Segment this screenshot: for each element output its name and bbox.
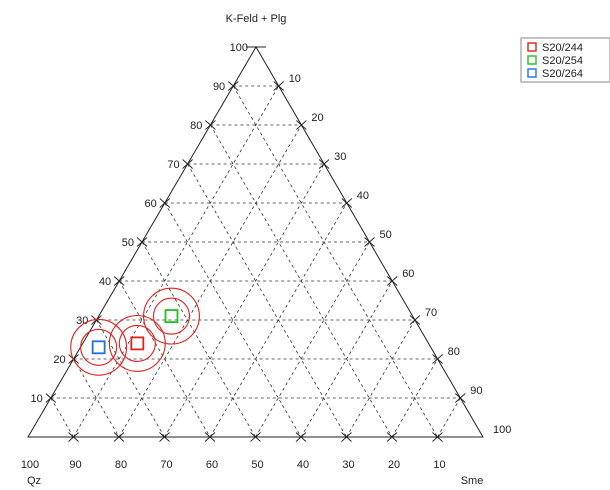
tick-mark — [432, 432, 443, 442]
uncertainty-circle — [80, 328, 118, 366]
right-edge-tick-label: 40 — [357, 190, 369, 202]
grid-line — [118, 280, 211, 438]
tick-mark — [159, 198, 171, 208]
tick-marks — [45, 46, 466, 442]
left-edge-tick-label: 20 — [53, 354, 65, 366]
grid-line — [300, 280, 393, 438]
grid-line — [164, 163, 325, 438]
legend-marker — [527, 55, 537, 65]
uncertainty-circle — [152, 297, 191, 335]
bottom-edge-tick-label: 80 — [115, 459, 127, 471]
apex-label-left: Qz — [27, 475, 41, 487]
tick-mark — [113, 276, 125, 286]
bottom-edge-tick-label: 90 — [69, 459, 81, 471]
right-edge-tick-label: 90 — [470, 385, 482, 397]
grid-line — [346, 319, 416, 438]
bottom-edge-tick-label: 10 — [433, 459, 445, 471]
tick-mark — [204, 432, 216, 442]
grid-line — [437, 397, 461, 438]
bottom-edge-tick-label: 30 — [342, 459, 354, 471]
bottom-edge-tick-label: 40 — [297, 459, 309, 471]
grid-line — [187, 163, 347, 438]
right-edge-tick-label: 50 — [380, 229, 392, 241]
grid-line — [232, 85, 438, 438]
left-edge-tick-label: 40 — [99, 276, 111, 288]
tick-mark — [159, 432, 170, 442]
bottom-edge-tick-label: 20 — [388, 459, 400, 471]
bottom-edge-tick-label: 50 — [251, 459, 263, 471]
left-edge-tick-label: 50 — [122, 237, 134, 249]
right-edge-tick-label: 60 — [402, 268, 414, 280]
tick-mark — [273, 81, 285, 91]
bottom-edge-tick-label: 100 — [21, 459, 39, 471]
right-edge-tick-label: 80 — [448, 346, 460, 358]
legend-marker — [527, 42, 537, 52]
tick-mark — [68, 432, 79, 442]
tick-mark — [454, 393, 466, 403]
tick-mark — [409, 315, 421, 325]
uncertainty-circle — [70, 318, 128, 376]
left-edge-tick-label: 100 — [230, 42, 248, 54]
legend-label: S20/254 — [542, 55, 583, 67]
bottom-edge-tick-label: 70 — [160, 459, 172, 471]
right-edge-tick-label: 10 — [289, 73, 301, 85]
tick-mark — [136, 237, 148, 247]
legend-label: S20/264 — [542, 68, 583, 80]
right-edge-tick-label: 100 — [493, 424, 511, 436]
tick-mark — [341, 198, 353, 208]
grid-line — [96, 319, 165, 438]
triangle-frame — [27, 46, 484, 438]
legend-label: S20/244 — [542, 42, 583, 54]
grid-line — [50, 397, 74, 438]
left-edge-tick-label: 30 — [76, 315, 88, 327]
tick-mark — [296, 120, 307, 130]
left-edge-tick-label: 90 — [213, 81, 225, 93]
data-point-marker — [130, 336, 145, 351]
tick-mark — [295, 432, 307, 442]
tick-mark — [432, 354, 443, 364]
left-edge-tick-label: 10 — [31, 393, 43, 405]
left-edge-tick-label: 70 — [167, 159, 179, 171]
data-point-marker — [164, 309, 179, 324]
tick-mark — [182, 159, 193, 169]
grid-lines — [50, 85, 461, 438]
bottom-edge-tick-label: 60 — [206, 459, 218, 471]
tick-mark — [113, 432, 125, 442]
tick-mark — [386, 276, 398, 286]
tick-mark — [386, 432, 398, 442]
grid-line — [141, 241, 256, 438]
apex-label-top: K-Feld + Plg — [226, 13, 287, 25]
tick-mark — [45, 393, 57, 403]
right-edge-tick-label: 30 — [334, 151, 346, 163]
tick-labels: 10 20 30 40 50 60 70 80 90 100 10 20 30 40 50 60 70 80 90 1… — [21, 42, 512, 471]
tick-mark — [250, 432, 261, 442]
tick-mark — [364, 237, 375, 247]
uncertainty-circle — [118, 324, 156, 362]
grid-line — [255, 241, 370, 438]
right-edge-tick-label: 20 — [311, 112, 323, 124]
grid-line — [73, 85, 280, 438]
uncertainty-circle — [143, 287, 200, 345]
data-point-marker — [91, 340, 106, 355]
tick-mark — [205, 120, 216, 130]
tick-mark — [227, 81, 239, 91]
data-points — [70, 287, 200, 376]
uncertainty-circle — [108, 314, 166, 372]
tick-mark — [341, 432, 352, 442]
apex-label-right: Sme — [461, 475, 484, 487]
left-edge-tick-label: 80 — [190, 120, 202, 132]
tick-mark — [318, 159, 330, 169]
legend-marker — [527, 68, 537, 78]
right-edge-tick-label: 70 — [425, 307, 437, 319]
left-edge-tick-label: 60 — [145, 198, 157, 210]
